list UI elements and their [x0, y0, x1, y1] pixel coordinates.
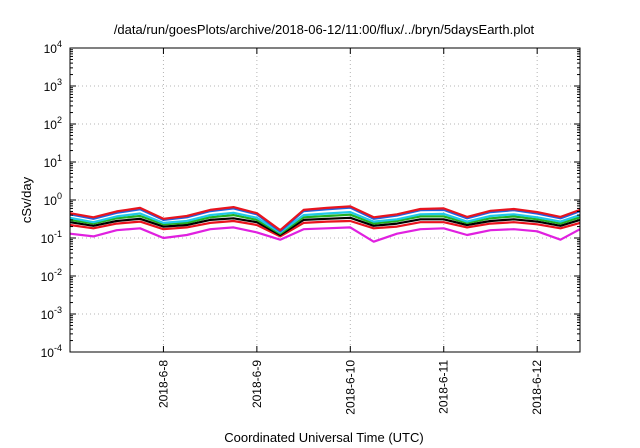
x-tick-label: 2018-6-9 [250, 360, 264, 408]
y-tick-label: 104 [44, 39, 62, 56]
y-tick-label: 10-2 [41, 267, 62, 284]
ticks: 10-4 10-3 10-2 10-1 100 101 102 103 104 2018-6-8 2… [41, 39, 580, 415]
grid [70, 48, 580, 352]
x-tick-label: 2018-6-8 [156, 360, 170, 408]
series-line [69, 211, 581, 234]
x-tick-label: 2018-6-10 [343, 360, 357, 415]
chart-title: /data/run/goesPlots/archive/2018-06-12/1… [114, 22, 535, 37]
series-line [69, 226, 581, 243]
y-tick-label: 100 [44, 191, 62, 208]
series-group [69, 205, 581, 243]
y-tick-label: 10-4 [41, 343, 62, 360]
series-line [69, 205, 581, 232]
x-tick-label: 2018-6-12 [530, 360, 544, 415]
y-axis-label: cSv/day [19, 176, 34, 223]
y-tick-label: 10-1 [41, 229, 62, 246]
x-axis-label: Coordinated Universal Time (UTC) [224, 430, 423, 445]
y-tick-label: 10-3 [41, 305, 62, 322]
y-tick-label: 103 [44, 77, 62, 94]
x-tick-label: 2018-6-11 [437, 360, 451, 414]
y-tick-label: 101 [44, 153, 62, 170]
series-line [69, 216, 581, 237]
y-tick-label: 102 [44, 115, 62, 132]
series-line [69, 213, 581, 235]
series-line [69, 219, 581, 238]
